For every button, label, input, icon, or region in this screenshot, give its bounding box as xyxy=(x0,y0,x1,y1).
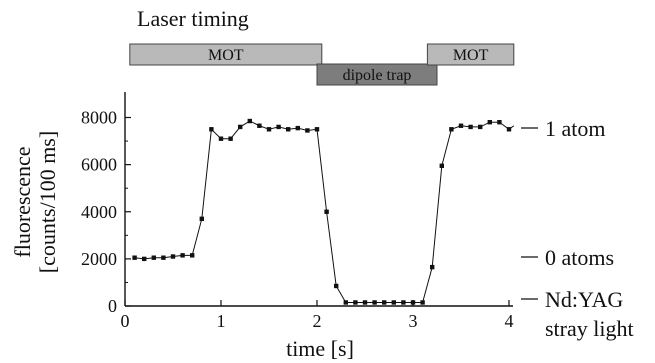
data-point-11 xyxy=(238,124,243,130)
data-point-24 xyxy=(362,300,368,305)
timing-bar-1 xyxy=(316,63,438,86)
data-point-21 xyxy=(334,283,339,289)
data-point-22 xyxy=(343,300,348,305)
series-line-0 xyxy=(134,120,515,303)
data-point-28 xyxy=(401,300,406,305)
data-point-31 xyxy=(430,264,435,270)
data-point-1 xyxy=(142,256,147,262)
data-point-5 xyxy=(180,253,185,258)
axes xyxy=(124,92,513,307)
data-point-27 xyxy=(391,300,396,305)
data-point-23 xyxy=(353,300,358,305)
timing-bar-label-2: MOT xyxy=(453,47,489,64)
data-point-35 xyxy=(468,124,473,130)
data-point-4 xyxy=(170,254,176,259)
data-point-8 xyxy=(209,127,214,132)
y-tick-label-4: 8000 xyxy=(81,108,117,128)
x-tick-label-2: 2 xyxy=(313,311,322,331)
data-point-32 xyxy=(439,163,444,169)
data-point-13 xyxy=(257,123,262,128)
y-tick-label-3: 6000 xyxy=(81,155,117,175)
annotation-label-1: 0 atoms xyxy=(545,245,614,270)
data-point-3 xyxy=(161,255,166,260)
data-point-38 xyxy=(497,120,502,125)
data-point-7 xyxy=(199,216,204,222)
chart-title: Laser timing xyxy=(137,6,249,31)
data-point-14 xyxy=(266,127,272,132)
x-axis-label: time [s] xyxy=(286,336,354,361)
data-point-26 xyxy=(382,300,387,305)
y-tick-label-1: 2000 xyxy=(81,249,117,269)
y-axis-label: fluorescence xyxy=(10,146,35,257)
x-tick-label-1: 1 xyxy=(217,311,226,331)
data-point-33 xyxy=(449,127,454,132)
data-point-39 xyxy=(506,127,512,132)
data-point-20 xyxy=(324,209,329,214)
y-tick-label-2: 4000 xyxy=(81,202,117,222)
timing-bar-0 xyxy=(129,43,323,66)
annotations: 1 atom 0 atoms Nd:YAG stray light xyxy=(521,116,634,341)
x-tick-label-0: 0 xyxy=(121,311,130,331)
data-point-2 xyxy=(151,255,156,260)
x-tick-label-3: 3 xyxy=(409,311,418,331)
annotation-label-0: 1 atom xyxy=(545,116,606,141)
data-point-12 xyxy=(247,118,252,124)
data-point-6 xyxy=(190,253,195,258)
data-point-10 xyxy=(228,136,233,141)
data-point-36 xyxy=(478,124,483,130)
data-point-15 xyxy=(276,124,281,130)
data-point-25 xyxy=(372,300,377,305)
data-point-30 xyxy=(420,300,425,305)
timing-bar-label-0: MOT xyxy=(208,47,244,64)
data-point-18 xyxy=(305,128,310,133)
data-point-17 xyxy=(295,125,300,131)
timing-bar-label-1: dipole trap xyxy=(343,67,412,84)
annotation-label-2: Nd:YAG xyxy=(545,287,623,312)
series-fluorescence xyxy=(132,118,515,305)
data-point-0 xyxy=(132,255,137,260)
timing-bar-2 xyxy=(426,43,515,66)
data-point-9 xyxy=(218,136,224,141)
x-tick-label-4: 4 xyxy=(505,311,514,331)
data-point-29 xyxy=(410,300,416,305)
data-point-16 xyxy=(286,127,291,132)
y-axis-unit-label: [counts/100 ms] xyxy=(35,131,60,273)
ticks: 0 1 2 3 4 0 2000 4000 6000 8000 xyxy=(81,108,514,332)
data-point-34 xyxy=(458,123,464,128)
data-point-37 xyxy=(487,120,492,125)
data-point-19 xyxy=(314,127,320,132)
annotation-label-3: stray light xyxy=(545,316,634,341)
timing-bars: MOT dipole trap MOT xyxy=(129,43,515,86)
y-tick-label-0: 0 xyxy=(108,296,117,316)
